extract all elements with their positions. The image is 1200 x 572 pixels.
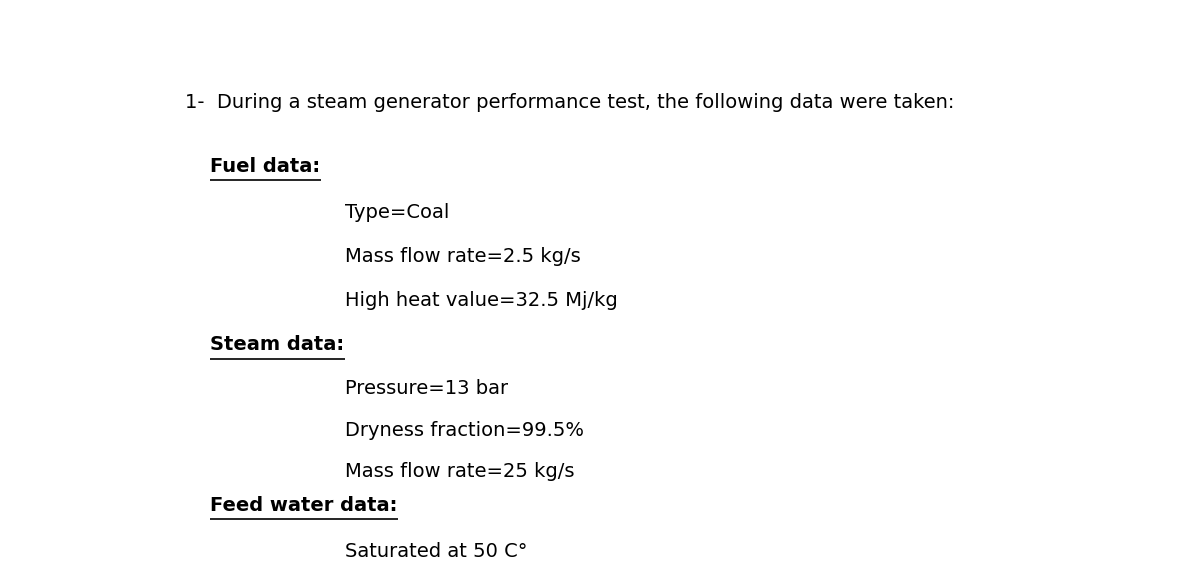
Text: Dryness fraction=99.5%: Dryness fraction=99.5% bbox=[346, 421, 584, 440]
Text: Mass flow rate=25 kg/s: Mass flow rate=25 kg/s bbox=[346, 462, 575, 480]
Text: Steam data:: Steam data: bbox=[210, 335, 344, 354]
Text: Pressure=13 bar: Pressure=13 bar bbox=[346, 379, 509, 398]
Text: Feed water data:: Feed water data: bbox=[210, 496, 398, 515]
Text: Mass flow rate=2.5 kg/s: Mass flow rate=2.5 kg/s bbox=[346, 247, 581, 266]
Text: 1-  During a steam generator performance test, the following data were taken:: 1- During a steam generator performance … bbox=[185, 93, 955, 112]
Text: High heat value=32.5 Mj/kg: High heat value=32.5 Mj/kg bbox=[346, 291, 618, 310]
Text: Saturated at 50 C°: Saturated at 50 C° bbox=[346, 542, 528, 561]
Text: Fuel data:: Fuel data: bbox=[210, 157, 320, 176]
Text: Type=Coal: Type=Coal bbox=[346, 203, 450, 222]
